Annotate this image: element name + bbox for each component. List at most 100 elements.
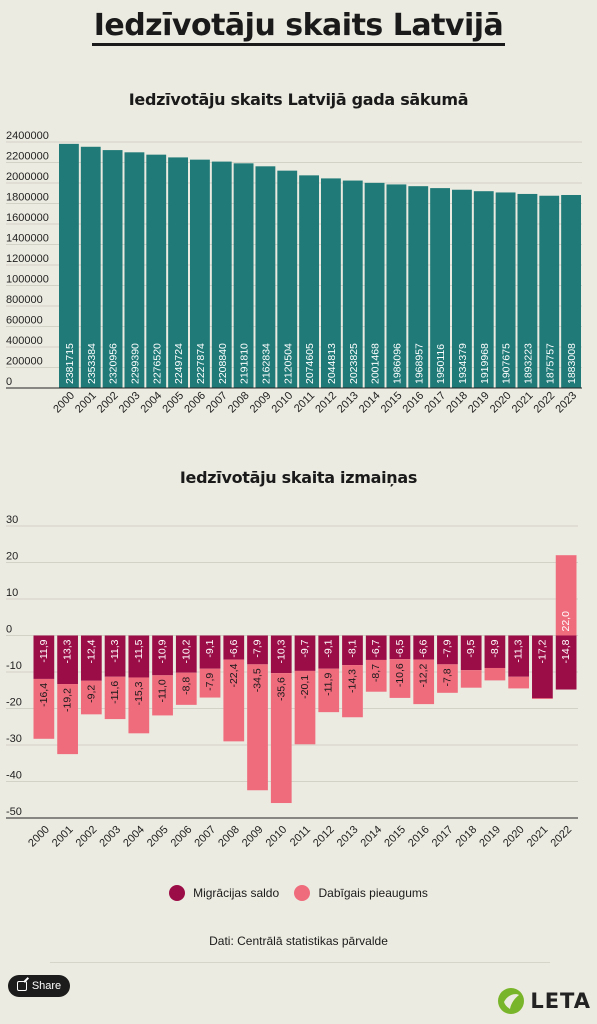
natural-bar xyxy=(270,673,292,804)
bar-value-label: 2353384 xyxy=(86,343,98,384)
natural-bar xyxy=(555,555,577,636)
migration-bar xyxy=(318,635,340,669)
migration-bar xyxy=(389,635,411,660)
x-tick-label: 2011 xyxy=(288,824,313,849)
legend-item-natural[interactable]: Dabīgais pieaugums xyxy=(294,885,428,901)
natural-bar xyxy=(104,676,126,720)
x-tick-label: 2009 xyxy=(240,824,266,850)
migration-value-label: -6,5 xyxy=(394,639,406,657)
migration-bar xyxy=(413,635,435,660)
migration-bar xyxy=(175,635,197,673)
bar-value-label: 2381715 xyxy=(64,343,76,384)
natural-bar xyxy=(57,684,78,755)
x-tick-label: 2013 xyxy=(335,824,361,850)
share-icon xyxy=(16,981,27,991)
migration-bar xyxy=(460,635,482,671)
legend-label-natural: Dabīgais pieaugums xyxy=(318,886,428,900)
migration-value-label: -6,6 xyxy=(418,639,430,657)
population-bar xyxy=(561,194,581,388)
natural-value-label: -35,6 xyxy=(275,677,287,701)
migration-value-label: -9,1 xyxy=(323,639,335,657)
migration-value-label: -10,9 xyxy=(157,639,169,663)
migration-value-label: -7,9 xyxy=(441,639,453,657)
migration-value-label: -10,3 xyxy=(275,639,287,663)
leta-logo: LETA xyxy=(496,986,591,1016)
migration-bar xyxy=(152,635,173,676)
y-tick-label: -10 xyxy=(6,660,22,672)
natural-value-label: -16,4 xyxy=(38,683,50,707)
natural-bar xyxy=(413,659,435,705)
natural-value-label: -14,3 xyxy=(346,669,358,693)
y-tick-label: 1800000 xyxy=(6,192,49,204)
natural-value-label: -7,8 xyxy=(441,668,453,686)
legend-swatch-natural xyxy=(294,885,311,901)
x-tick-label: 2006 xyxy=(169,824,195,850)
migration-bar xyxy=(223,635,245,660)
bar-value-label: 1875757 xyxy=(544,343,556,384)
bar-value-label: 2044813 xyxy=(326,343,338,384)
y-tick-label: 400000 xyxy=(6,335,43,347)
natural-value-label: -8,7 xyxy=(370,664,382,682)
population-bar xyxy=(495,192,516,388)
logo-text: LETA xyxy=(530,989,591,1013)
main-title-text: Iedzīvotāju skaits Latvijā xyxy=(91,8,506,46)
natural-value-label: -11,6 xyxy=(109,681,121,704)
population-bar xyxy=(517,193,538,388)
natural-value-label: -10,6 xyxy=(394,663,406,687)
share-button[interactable]: Share xyxy=(8,975,70,997)
x-tick-label: 2008 xyxy=(216,824,242,850)
migration-value-label: -11,3 xyxy=(109,639,121,662)
migration-bar xyxy=(199,635,221,669)
natural-value-label: -22,4 xyxy=(228,663,240,687)
bar-value-label: 1883008 xyxy=(566,343,578,384)
natural-value-label: -9,2 xyxy=(85,685,97,703)
natural-bar xyxy=(532,698,553,700)
natural-value-label: -12,2 xyxy=(418,663,430,687)
y-tick-label: 1000000 xyxy=(6,274,49,286)
y-tick-label: 0 xyxy=(6,376,12,388)
migration-value-label: -7,9 xyxy=(252,639,264,657)
bar-value-label: 2320956 xyxy=(108,343,120,384)
population-bar xyxy=(473,191,494,388)
population-bar xyxy=(168,157,188,388)
legend-swatch-migration xyxy=(169,885,186,901)
change-chart: 3020100-10-20-30-40-50-16,4-11,92000-19,… xyxy=(6,514,578,850)
y-tick-label: 0 xyxy=(6,624,12,636)
x-tick-label: 2021 xyxy=(525,824,551,850)
legend-item-migration[interactable]: Migrācijas saldo xyxy=(169,885,279,901)
x-tick-label: 2005 xyxy=(145,824,171,850)
natural-value-label: -19,2 xyxy=(62,688,74,712)
chart2-title: Iedzīvotāju skaita izmaiņas xyxy=(179,468,418,487)
y-tick-label: 1400000 xyxy=(6,233,49,245)
natural-bar xyxy=(199,668,221,698)
natural-bar xyxy=(128,677,150,734)
natural-bar xyxy=(484,667,506,681)
migration-bar xyxy=(365,635,387,660)
bar-value-label: 1950116 xyxy=(435,344,447,384)
bar-value-label: 1934379 xyxy=(457,343,469,384)
bar-value-label: 2162834 xyxy=(260,343,272,384)
leta-logo-icon xyxy=(498,988,525,1014)
population-bar xyxy=(539,195,560,388)
population-bar xyxy=(102,150,123,388)
x-tick-label: 2017 xyxy=(430,824,456,850)
population-chart: 0 200000 400000 600000 800000 1000000 1200000 1… xyxy=(6,130,582,415)
x-tick-label: 2010 xyxy=(264,824,290,850)
y-tick-label: -40 xyxy=(6,770,22,782)
migration-bar xyxy=(555,635,577,690)
population-bar xyxy=(146,154,167,388)
population-bar xyxy=(321,178,341,388)
y-tick-label: 20 xyxy=(6,551,18,563)
y-tick-label: -30 xyxy=(6,733,22,745)
population-bar xyxy=(211,161,232,388)
migration-value-label: -12,4 xyxy=(85,639,97,663)
migration-value-label: -9,7 xyxy=(299,639,311,657)
x-tick-label: 2007 xyxy=(192,824,218,850)
natural-value-label: 22,0 xyxy=(560,611,572,632)
natural-bar xyxy=(318,668,340,713)
migration-bar xyxy=(128,635,150,678)
divider xyxy=(50,962,550,963)
population-bar xyxy=(277,170,298,388)
x-tick-label: 2001 xyxy=(50,824,76,850)
bar-value-label: 2074605 xyxy=(304,343,316,384)
